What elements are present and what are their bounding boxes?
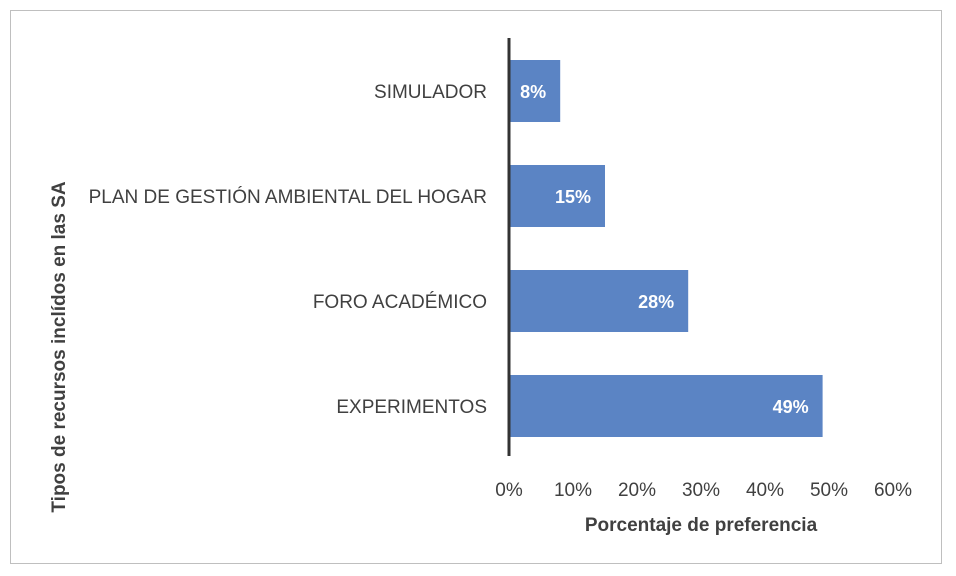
category-label-0: SIMULADOR (374, 82, 487, 103)
chart-frame: 8% 15% 28% 49% SIMULADOR PLAN DE GESTIÓN AMB… (10, 10, 942, 564)
bar-3 (509, 375, 823, 437)
bar-labels-layer: 8% 15% 28% 49% (520, 82, 808, 417)
bar-data-label-1: 15% (555, 187, 591, 207)
category-label-1: PLAN DE GESTIÓN AMBIENTAL DEL HOGAR (89, 186, 487, 208)
bar-data-label-0: 8% (520, 82, 546, 102)
x-tick-label-2: 20% (618, 480, 656, 501)
bar-0 (509, 60, 561, 122)
bar-2 (509, 270, 689, 332)
category-labels-layer: SIMULADOR PLAN DE GESTIÓN AMBIENTAL DEL H… (89, 82, 487, 418)
bars-layer (509, 60, 823, 437)
x-tick-label-1: 10% (554, 480, 592, 501)
bar-data-label-3: 49% (773, 397, 809, 417)
bar-data-label-2: 28% (638, 292, 674, 312)
x-tick-label-3: 30% (682, 480, 720, 501)
x-tick-labels-layer: 0% 10% 20% 30% 40% 50% 60% (495, 480, 912, 501)
x-tick-label-6: 60% (874, 480, 912, 501)
x-tick-label-4: 40% (746, 480, 784, 501)
category-label-2: FORO ACADÉMICO (313, 292, 487, 313)
category-label-3: EXPERIMENTOS (336, 397, 487, 418)
x-tick-label-5: 50% (810, 480, 848, 501)
x-axis-title: Porcentaje de preferencia (585, 515, 818, 536)
y-axis-title: Tipos de recursos inclídos en las SA (49, 181, 70, 512)
bar-1 (509, 165, 605, 227)
x-tick-label-0: 0% (495, 480, 523, 501)
bar-chart: 8% 15% 28% 49% SIMULADOR PLAN DE GESTIÓN AMB… (49, 38, 912, 536)
